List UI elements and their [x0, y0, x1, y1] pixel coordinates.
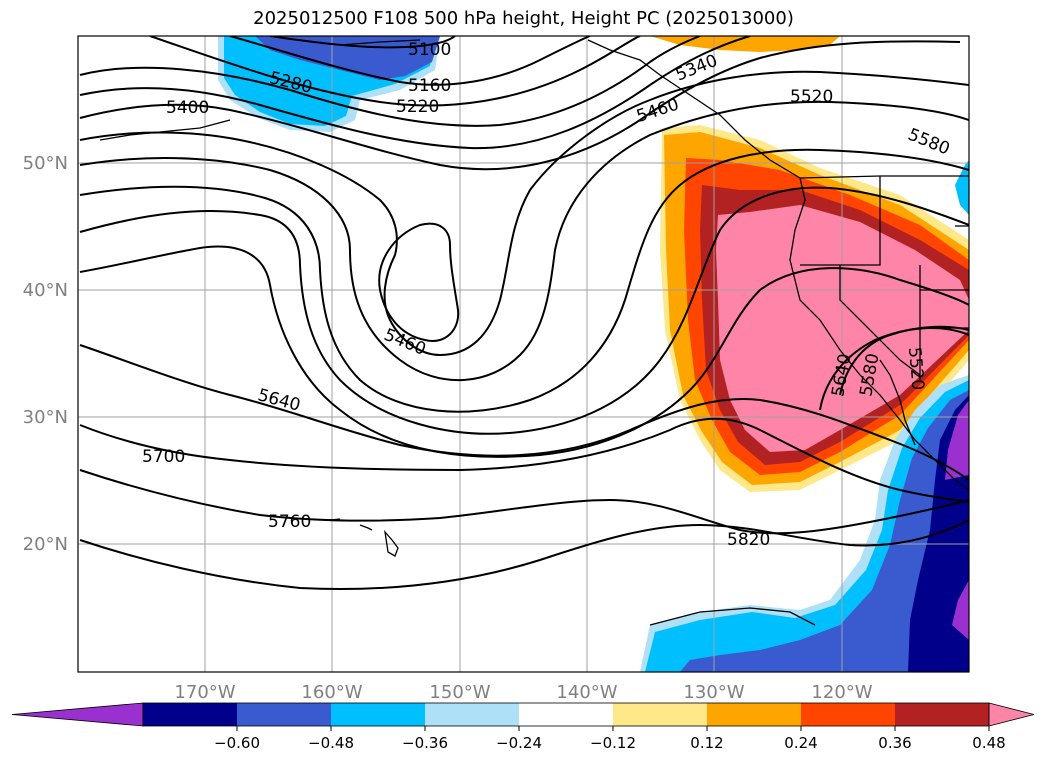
colorbar-tick-label: −0.24: [496, 734, 542, 752]
colorbar-tick-label: 0.36: [878, 734, 911, 752]
contour-5400: [79, 40, 961, 171]
contour-label: 5760: [268, 512, 311, 532]
colorbar-tick-label: −0.60: [214, 734, 260, 752]
contour-5100: [269, 36, 456, 49]
colorbar-tick-label: −0.12: [590, 734, 636, 752]
contour-5460: [79, 70, 969, 357]
colorbar-tick-label: −0.36: [402, 734, 448, 752]
anomaly-small-blob: [955, 160, 969, 215]
coastlines: [99, 39, 969, 626]
anomaly-positive-north: [650, 36, 840, 52]
colorbar-tick-label: 0.24: [784, 734, 817, 752]
contour-5280: [79, 36, 701, 127]
lon-label: 160°W: [301, 682, 362, 703]
colorbar-segment: [143, 703, 238, 726]
lon-label: 150°W: [429, 682, 490, 703]
contour-5820: [79, 417, 969, 503]
contour-5880: [79, 469, 969, 535]
colorbar-segment: [801, 703, 896, 726]
latitude-labels: 50°N 40°N 30°N 20°N: [23, 153, 68, 555]
anomaly-negative-south-6: [952, 580, 969, 640]
contour-label: 5520: [904, 346, 928, 391]
contour-5900: [79, 519, 969, 591]
colorbar-segment: [613, 703, 708, 726]
colorbar: −0.60 −0.48 −0.36 −0.24 −0.12 0.12 0.24 0.36 0.4…: [11, 702, 1035, 752]
contour-label: 5820: [727, 530, 770, 550]
colorbar-segment: [425, 703, 520, 726]
contour-5340: [79, 36, 751, 150]
height-contours: [79, 36, 969, 591]
contour-5520: [79, 100, 969, 381]
colorbar-segment: [895, 703, 990, 726]
contour-label: 5100: [408, 40, 451, 60]
map-title: 2025012500 F108 500 hPa height, Height P…: [253, 8, 794, 29]
contour-label: 5700: [142, 447, 185, 467]
map-border: [77, 35, 970, 673]
longitude-labels: 170°W 160°W 150°W 140°W 130°W 120°W: [174, 682, 872, 703]
contour-label: 5400: [166, 98, 209, 118]
contour-5640: [79, 186, 969, 435]
contour-label: 5520: [790, 87, 833, 107]
colorbar-tick-label: −0.48: [308, 734, 354, 752]
graticule: [78, 36, 969, 672]
lon-label: 140°W: [556, 682, 617, 703]
colorbar-segment: [237, 703, 332, 726]
anomaly-negative-south-3: [680, 390, 969, 672]
contour-label: 5220: [396, 97, 439, 117]
lat-label: 30°N: [23, 407, 68, 428]
colorbar-outline: [142, 702, 990, 727]
contour-5460-inner: [378, 222, 460, 342]
colorbar-extend-max: [988, 702, 1035, 727]
colorbar-segment: [519, 703, 614, 726]
lat-label: 20°N: [23, 534, 68, 555]
contour-5760: [79, 344, 969, 481]
contour-5700: [79, 245, 969, 458]
lon-label: 170°W: [174, 682, 235, 703]
lat-label: 40°N: [23, 280, 68, 301]
colorbar-extend-min: [11, 702, 144, 727]
lon-label: 120°W: [811, 682, 872, 703]
colorbar-tick-label: 0.48: [972, 734, 1005, 752]
contour-5220: [149, 36, 641, 107]
anomaly-negative-south-5: [945, 400, 969, 480]
contour-5160: [229, 36, 591, 86]
colorbar-tick-label: 0.12: [690, 734, 723, 752]
lat-label: 50°N: [23, 153, 68, 174]
contour-label: 5160: [408, 76, 451, 96]
colorbar-segment: [331, 703, 426, 726]
colorbar-segment: [707, 703, 802, 726]
lon-label: 130°W: [683, 682, 744, 703]
